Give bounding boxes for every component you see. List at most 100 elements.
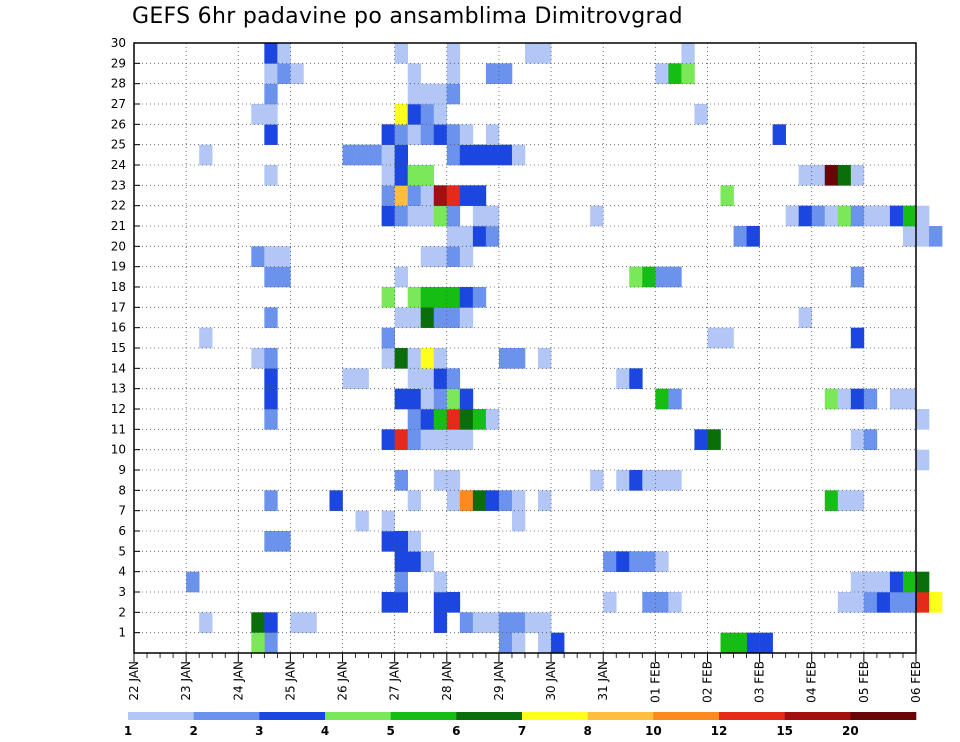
heatmap-cell (655, 266, 669, 288)
heatmap-cell (472, 287, 487, 308)
heatmap-cell (850, 592, 865, 613)
heatmap-cell (381, 510, 395, 532)
y-tick-label: 4 (118, 565, 126, 579)
heatmap-cell (472, 226, 487, 247)
heatmap-cell (485, 124, 500, 145)
y-axis: 1234567891011121314151617181920212223242… (111, 36, 140, 640)
heatmap-cell (863, 571, 878, 593)
heatmap-cell (629, 551, 643, 572)
heatmap-cell (498, 63, 513, 84)
heatmap-cell (668, 63, 682, 84)
heatmap-cell (538, 490, 552, 511)
heatmap-cell (446, 83, 461, 105)
heatmap-cell (902, 592, 917, 613)
y-tick-label: 6 (118, 524, 126, 538)
heatmap-cell (394, 470, 408, 491)
heatmap-cell (459, 287, 474, 308)
heatmap-cell (199, 327, 213, 349)
heatmap-cell (785, 205, 799, 227)
heatmap-cell (186, 571, 200, 593)
colorbar-swatch (193, 712, 260, 720)
heatmap-cell (485, 205, 500, 227)
heatmap-cell (929, 592, 943, 613)
heatmap-cell (420, 388, 435, 410)
heatmap-cell (251, 104, 265, 125)
heatmap-cell (420, 287, 435, 308)
heatmap-cell (850, 205, 865, 227)
heatmap-cell (433, 368, 448, 389)
heatmap-cell (472, 205, 487, 227)
heatmap-cell (511, 348, 526, 369)
x-tick-label: 05 FEB (857, 661, 871, 703)
heatmap-cell (459, 246, 474, 267)
heatmap-cell (264, 348, 278, 369)
heatmap-cell (837, 592, 852, 613)
heatmap-cell (459, 490, 474, 511)
heatmap-cell (420, 246, 435, 267)
heatmap-cell (407, 368, 422, 389)
y-tick-label: 22 (111, 199, 126, 213)
heatmap-cell (511, 612, 526, 633)
heatmap-cell (446, 470, 461, 491)
heatmap-cell (798, 205, 813, 227)
colorbar-swatch (522, 712, 588, 720)
y-tick-label: 30 (111, 36, 126, 50)
heatmap-cell (199, 612, 213, 633)
heatmap-cell (420, 348, 435, 369)
heatmap-cell (381, 124, 395, 145)
heatmap-cell (498, 348, 513, 369)
heatmap-cell (407, 531, 422, 552)
heatmap-cell (916, 449, 930, 471)
heatmap-cell (342, 368, 356, 389)
y-tick-label: 21 (111, 219, 126, 233)
heatmap-cell (642, 266, 656, 288)
heatmap-cell (433, 185, 448, 206)
heatmap-cell (889, 388, 904, 410)
colorbar-swatch (784, 712, 851, 720)
heatmap-cell (472, 490, 487, 511)
y-tick-label: 18 (111, 280, 126, 294)
heatmap-cell (446, 429, 461, 450)
heatmap-cell (264, 531, 278, 552)
heatmap-cell (629, 368, 643, 389)
heatmap-cell (850, 571, 865, 593)
heatmap-cell (916, 226, 930, 247)
heatmap-cell (655, 63, 669, 84)
heatmap-cell (251, 632, 265, 654)
heatmap-cell (824, 165, 839, 186)
heatmap-cell (342, 144, 356, 166)
heatmap-cell (485, 144, 500, 166)
heatmap-cell (798, 307, 813, 328)
colorbar-label: 8 (583, 724, 591, 738)
y-tick-label: 2 (118, 605, 126, 619)
heatmap-cell (655, 551, 669, 572)
heatmap-cell (394, 348, 408, 369)
heatmap-cell (772, 124, 786, 145)
heatmap-cell (394, 144, 408, 166)
heatmap-cell (655, 388, 669, 410)
heatmap-cell (498, 612, 513, 633)
y-tick-label: 26 (111, 117, 126, 131)
heatmap-cell (381, 185, 395, 206)
heatmap-cell (199, 144, 213, 166)
heatmap-cell (590, 470, 604, 491)
heatmap-cell (407, 287, 422, 308)
heatmap-cell (420, 429, 435, 450)
heatmap-cell (811, 205, 826, 227)
heatmap-cell (394, 592, 408, 613)
heatmap-cell (277, 246, 291, 267)
y-tick-label: 3 (118, 585, 126, 599)
heatmap-cell (916, 592, 930, 613)
y-tick-label: 23 (111, 178, 126, 192)
heatmap-cell (459, 409, 474, 430)
heatmap-cell (824, 388, 839, 410)
heatmap-cell (420, 165, 435, 186)
heatmap-cell (876, 592, 891, 613)
heatmap-cell (850, 266, 865, 288)
heatmap-cell (850, 327, 865, 349)
heatmap-cell (525, 43, 539, 64)
heatmap-cell (433, 104, 448, 125)
x-tick-label: 27 JAN (388, 661, 402, 701)
heatmap-cell (446, 287, 461, 308)
heatmap-cell (407, 409, 422, 430)
